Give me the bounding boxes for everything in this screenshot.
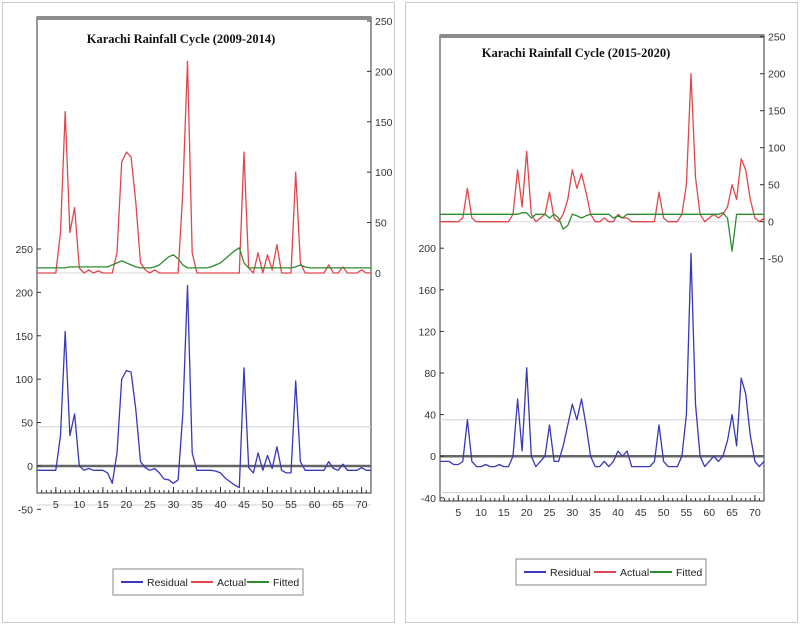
right-axis-tick-label: -50 <box>768 254 783 266</box>
chart-legend: Residual Actual Fitted <box>112 568 304 596</box>
x-axis-tick-label: 50 <box>262 499 274 511</box>
chart-panel-2009-2014: Karachi Rainfall Cycle (2009-2014) -50 0 50… <box>2 2 395 623</box>
x-axis-tick-label: 5 <box>53 499 59 511</box>
series-line-actual <box>37 60 371 274</box>
left-axis-tick-label: 200 <box>418 243 436 255</box>
right-axis-tick-label: 100 <box>768 143 786 155</box>
chart-panel-2015-2020: Karachi Rainfall Cycle (2015-2020) -40 0 40… <box>405 2 798 623</box>
right-axis-tick-label: 150 <box>375 117 393 129</box>
chart-legend: Residual Actual Fitted <box>515 558 707 586</box>
x-axis-tick-label: 10 <box>73 499 85 511</box>
x-axis-tick-label: 20 <box>121 499 133 511</box>
x-axis-tick-label: 40 <box>215 499 227 511</box>
left-axis-tick-label: 200 <box>15 287 33 299</box>
left-axis-tick-label: 80 <box>424 368 436 380</box>
series-line-fitted <box>37 247 371 269</box>
x-axis-tick-label: 5 <box>455 507 461 519</box>
left-axis-tick-label: -50 <box>18 504 33 516</box>
plot-frame <box>36 16 372 494</box>
x-axis-tick-label: 25 <box>544 507 556 519</box>
right-axis-tick-label: 200 <box>375 66 393 78</box>
chart-svg-2009-2014: Karachi Rainfall Cycle (2009-2014)-50050… <box>15 16 393 596</box>
right-axis-tick-label: 50 <box>768 180 780 192</box>
left-axis-tick-label: 250 <box>15 244 33 256</box>
right-axis-tick-label: 150 <box>768 106 786 118</box>
legend-label-fitted: Fitted <box>676 567 702 579</box>
left-axis-tick-label: 100 <box>15 374 33 386</box>
x-axis-tick-label: 60 <box>309 499 321 511</box>
x-axis-tick-label: 20 <box>521 507 533 519</box>
right-axis-tick-label: 0 <box>768 217 774 229</box>
plot-top-bar <box>440 34 764 38</box>
left-axis-tick-label: 40 <box>424 410 436 422</box>
x-axis-tick-label: 45 <box>238 499 250 511</box>
plot-top-bar <box>37 16 371 20</box>
left-axis-tick-label: 0 <box>27 461 33 473</box>
left-axis-tick-label: 0 <box>430 451 436 463</box>
x-axis-tick-label: 30 <box>168 499 180 511</box>
x-axis-tick-label: 70 <box>749 507 761 519</box>
x-axis-tick-label: 55 <box>285 499 297 511</box>
series-line-fitted <box>440 212 764 252</box>
chart-title: Karachi Rainfall Cycle (2015-2020) <box>482 46 671 60</box>
legend-label-fitted: Fitted <box>273 577 299 589</box>
x-axis-tick-label: 60 <box>703 507 715 519</box>
legend-label-actual: Actual <box>620 567 649 579</box>
left-axis-tick-label: -40 <box>421 493 436 505</box>
chart-title: Karachi Rainfall Cycle (2009-2014) <box>87 32 276 46</box>
x-axis-tick-label: 30 <box>566 507 578 519</box>
chart-svg-2015-2020: Karachi Rainfall Cycle (2015-2020) -40 0 40… <box>418 32 786 586</box>
left-axis-tick-label: 120 <box>418 326 436 338</box>
x-axis-tick-label: 55 <box>681 507 693 519</box>
x-axis-tick-label: 40 <box>612 507 624 519</box>
x-axis-tick-label: 25 <box>144 499 156 511</box>
x-axis-tick-label: 15 <box>498 507 510 519</box>
right-axis-tick-label: 250 <box>768 32 786 44</box>
x-axis-tick-label: 70 <box>356 499 368 511</box>
right-axis-tick-label: 100 <box>375 167 393 179</box>
x-axis-tick-label: 65 <box>726 507 738 519</box>
x-axis-tick-label: 10 <box>475 507 487 519</box>
x-axis-tick-label: 15 <box>97 499 109 511</box>
plot-frame <box>439 34 765 502</box>
x-axis-tick-label: 35 <box>589 507 601 519</box>
right-axis-tick-label: 250 <box>375 16 393 28</box>
legend-label-actual: Actual <box>217 577 246 589</box>
x-axis-tick-label: 50 <box>658 507 670 519</box>
series-line-residual <box>37 284 371 489</box>
legend-label-residual: Residual <box>550 567 591 579</box>
x-axis-tick-label: 35 <box>191 499 203 511</box>
x-axis-tick-label: 65 <box>332 499 344 511</box>
right-axis-tick-label: 0 <box>375 268 381 280</box>
left-axis-tick-label: 150 <box>15 331 33 343</box>
series-line-actual <box>440 73 765 223</box>
series-line-residual <box>440 252 765 468</box>
legend-label-residual: Residual <box>147 577 188 589</box>
right-axis-tick-label: 50 <box>375 218 387 230</box>
left-axis-tick-label: 50 <box>21 418 33 430</box>
right-axis-tick-label: 200 <box>768 69 786 81</box>
left-axis-tick-label: 160 <box>418 285 436 297</box>
x-axis-tick-label: 45 <box>635 507 647 519</box>
